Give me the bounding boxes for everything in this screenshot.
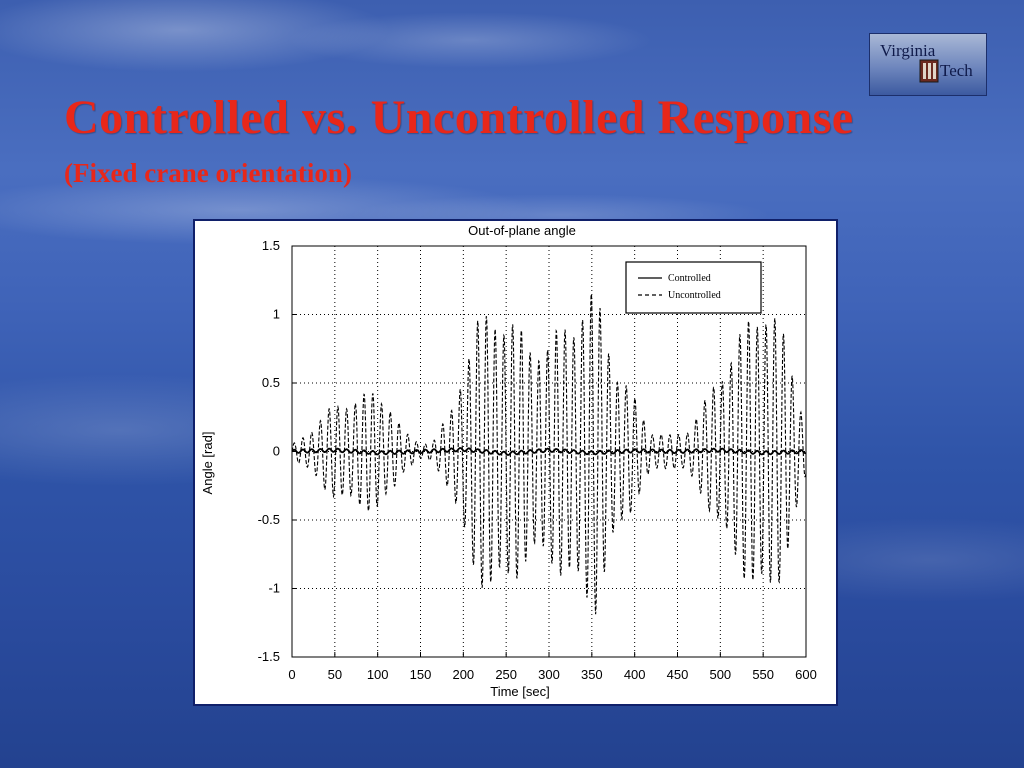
x-tick-label: 550 [752,667,774,682]
y-tick-label: 1.5 [262,238,280,253]
x-tick-label: 600 [795,667,817,682]
slide-subtitle: (Fixed crane orientation) [64,158,352,188]
y-tick-label: 1 [273,307,280,322]
virginia-tech-logo: Virginia Tech [869,33,987,96]
logo-emblem-icon [919,59,939,83]
x-tick-label: 50 [328,667,342,682]
legend-label-uncontrolled: Uncontrolled [668,290,721,301]
logo-text-line1: Virginia [880,41,936,60]
logo-text-line2: Tech [940,61,973,80]
x-tick-label: 250 [495,667,517,682]
chart-grid [292,246,806,657]
legend-label-controlled: Controlled [668,273,711,284]
x-tick-label: 400 [624,667,646,682]
y-tick-label: -0.5 [258,512,280,527]
slide-title: Controlled vs. Uncontrolled Response [64,91,854,144]
x-tick-label: 150 [410,667,432,682]
y-axis-label: Angle [rad] [200,432,215,495]
chart-title: Out-of-plane angle [468,223,576,238]
line-chart: Out-of-plane angle 0 50 100 150 200 250 300 350… [200,223,817,699]
chart-series [291,292,807,615]
x-tick-label: 450 [667,667,689,682]
x-tick-label: 300 [538,667,560,682]
y-tick-label: 0.5 [262,375,280,390]
chart-ticks: 0 50 100 150 200 250 300 350 400 450 500 550 600 1.5 1… [258,238,817,682]
x-axis-label: Time [sec] [490,684,549,699]
series-line-controlled [291,447,807,456]
legend-box [625,261,762,314]
y-tick-label: 0 [273,444,280,459]
y-tick-label: -1.5 [258,649,280,664]
chart-legend: Controlled Uncontrolled [625,261,762,314]
y-tick-label: -1 [268,581,280,596]
chart-frame: Out-of-plane angle 0 50 100 150 200 250 300 350… [193,219,838,706]
x-tick-label: 100 [367,667,389,682]
x-tick-label: 0 [288,667,295,682]
x-tick-label: 200 [452,667,474,682]
virginia-tech-logo-icon: Virginia Tech [880,41,973,83]
series-line-uncontrolled [291,292,807,615]
x-tick-label: 350 [581,667,603,682]
x-tick-label: 500 [709,667,731,682]
